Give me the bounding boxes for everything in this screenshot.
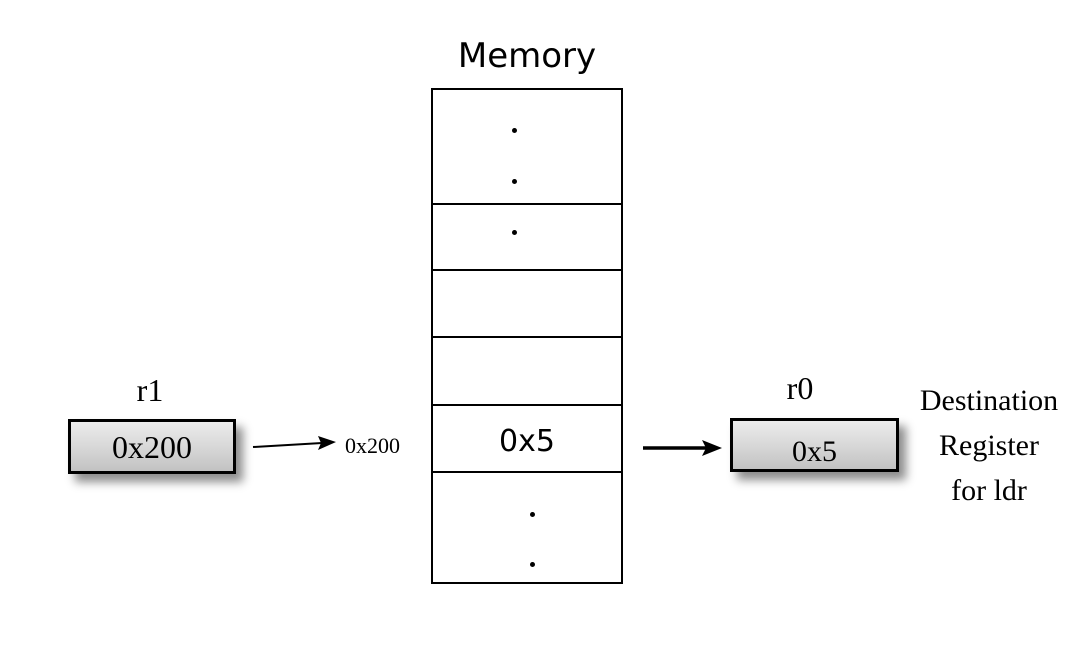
- address-label: 0x200: [345, 433, 400, 458]
- register-r1-label: r1: [136, 372, 164, 408]
- ellipsis-dot: [512, 230, 517, 235]
- destination-line-3: for ldr: [951, 474, 1027, 507]
- memory-cell-divider: [433, 269, 621, 271]
- ellipsis-dot: [530, 512, 535, 517]
- ellipsis-dot: [512, 128, 517, 133]
- memory-cell-divider: [433, 471, 621, 473]
- memory-title: Memory: [457, 36, 597, 76]
- memory-column: [431, 88, 623, 584]
- register-r0-label: r0: [786, 370, 814, 406]
- destination-register-label: Destination Register for ldr: [900, 378, 1078, 513]
- memory-cell-divider: [433, 336, 621, 338]
- destination-line-1: Destination: [919, 384, 1059, 417]
- ellipsis-dot: [512, 179, 517, 184]
- arrow-r1-to-address: [252, 436, 336, 450]
- register-r1-box: 0x200: [68, 419, 236, 474]
- register-r0-box: 0x5: [730, 418, 899, 472]
- memory-cell-divider: [433, 203, 621, 205]
- memory-cell-divider: [433, 404, 621, 406]
- ellipsis-dot: [530, 562, 535, 567]
- memory-cell-value: 0x5: [499, 424, 555, 459]
- destination-line-2: Register: [939, 429, 1039, 462]
- arrow-memory-to-r0: [643, 440, 722, 456]
